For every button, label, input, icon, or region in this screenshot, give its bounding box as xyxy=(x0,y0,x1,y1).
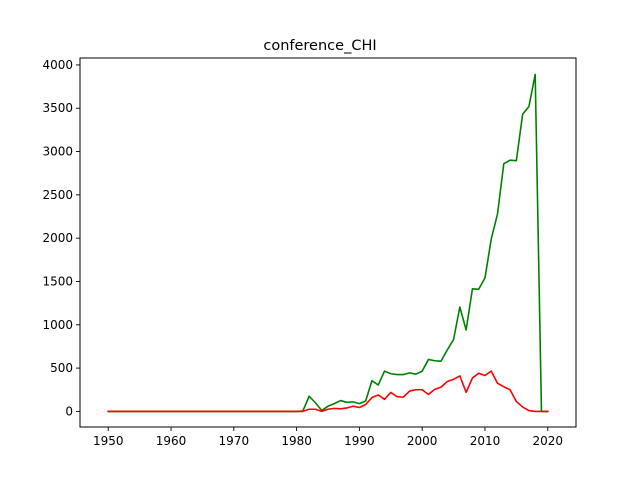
x-tick-label: 1990 xyxy=(344,434,375,448)
x-tick-label: 1980 xyxy=(281,434,312,448)
x-tick-label: 2010 xyxy=(470,434,501,448)
plot-frame xyxy=(79,57,577,428)
y-tick-label: 3000 xyxy=(42,145,73,159)
x-tick-label: 2000 xyxy=(407,434,438,448)
x-tick-label: 1950 xyxy=(93,434,124,448)
series-line-2 xyxy=(107,370,549,413)
y-tick-label: 1000 xyxy=(42,318,73,332)
y-axis: 0 500 1000 1500 2000 2500 3000 3500 4000 xyxy=(42,58,80,418)
y-tick-label: 0 xyxy=(65,404,73,418)
x-axis: 1950 1960 1970 1980 1990 2000 2010 2020 xyxy=(93,427,563,448)
series-line-1 xyxy=(107,73,549,413)
series-layer xyxy=(107,73,549,413)
y-tick-label: 1500 xyxy=(42,274,73,288)
x-tick-label: 1970 xyxy=(219,434,250,448)
y-tick-label: 2000 xyxy=(42,231,73,245)
x-tick-label: 2020 xyxy=(532,434,563,448)
y-tick-label: 500 xyxy=(50,361,73,375)
chart-title: conference_CHI xyxy=(263,38,376,54)
y-tick-label: 2500 xyxy=(42,188,73,202)
y-tick-label: 4000 xyxy=(42,58,73,72)
x-tick-label: 1960 xyxy=(156,434,187,448)
y-tick-label: 3500 xyxy=(42,101,73,115)
